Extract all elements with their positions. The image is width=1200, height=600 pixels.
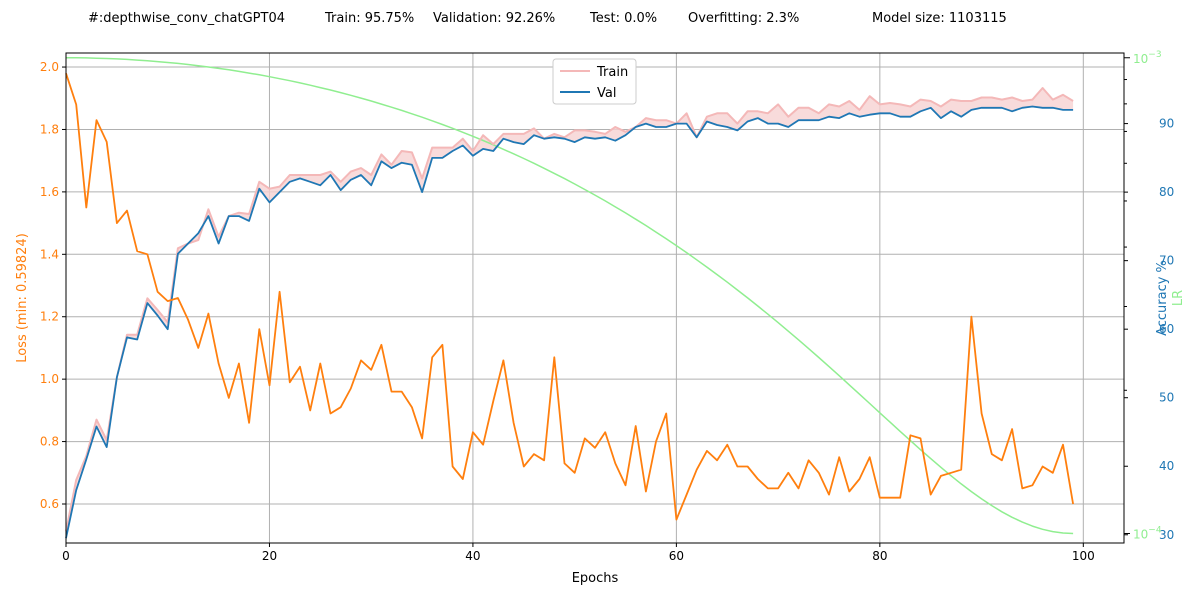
loss-line <box>65 73 1074 521</box>
loss-tick-label: 1.0 <box>40 372 59 386</box>
header-train: Train: 95.75% <box>325 11 415 26</box>
accuracy-tick-label: 80 <box>1159 185 1174 199</box>
x-tick-label: 20 <box>262 549 277 563</box>
loss-tick-label: 1.2 <box>40 310 59 324</box>
accuracy-tick-label: 30 <box>1159 528 1174 542</box>
series-lines <box>65 57 1074 539</box>
loss-tick-label: 1.6 <box>40 185 59 199</box>
accuracy-tick-label: 40 <box>1159 459 1174 473</box>
axes: 0 20 40 60 80 100 0.6 0.8 1.0 1.2 1.4 1.6 1.8 2.0 30 40… <box>40 50 1174 563</box>
legend-train-label: Train <box>596 65 628 80</box>
lr-tick-label: 10−4 <box>1133 525 1162 541</box>
loss-tick-label: 0.8 <box>40 435 59 449</box>
grid-lines <box>65 53 1124 543</box>
lr-axis-label: LR <box>1171 290 1186 306</box>
header-validation: Validation: 92.26% <box>433 11 556 26</box>
loss-tick-label: 1.4 <box>40 247 59 261</box>
loss-tick-label: 0.6 <box>40 497 59 511</box>
x-tick-label: 40 <box>465 549 480 563</box>
loss-axis-label: Loss (min: 0.59824) <box>15 233 30 363</box>
overfit-fill <box>66 88 1074 539</box>
header-test: Test: 0.0% <box>590 11 658 26</box>
legend: Train Val <box>552 58 637 105</box>
lr-tick-label: 10−3 <box>1133 50 1162 66</box>
train-line <box>65 87 1074 532</box>
x-axis-label: Epochs <box>572 571 619 586</box>
loss-tick-label: 2.0 <box>40 60 59 74</box>
accuracy-tick-label: 60 <box>1159 322 1174 336</box>
header-model: #:depthwise_conv_chatGPT04 <box>88 11 286 26</box>
x-tick-label: 100 <box>1072 549 1095 563</box>
header-model-size: Model size: 1103115 <box>872 11 1007 26</box>
x-tick-label: 0 <box>62 549 70 563</box>
val-line <box>65 105 1074 539</box>
accuracy-axis-label: Accuracy % <box>1155 260 1170 336</box>
header-overfitting: Overfitting: 2.3% <box>688 11 800 26</box>
legend-val-label: Val <box>597 86 616 101</box>
x-tick-label: 80 <box>872 549 887 563</box>
plot-frame <box>65 52 1125 544</box>
accuracy-tick-label: 50 <box>1159 391 1174 405</box>
x-tick-label: 60 <box>669 549 684 563</box>
accuracy-tick-label: 90 <box>1159 117 1174 131</box>
accuracy-tick-label: 70 <box>1159 254 1174 268</box>
lr-line <box>66 57 1074 535</box>
loss-tick-label: 1.8 <box>40 122 59 136</box>
overfit-area <box>66 88 1074 539</box>
